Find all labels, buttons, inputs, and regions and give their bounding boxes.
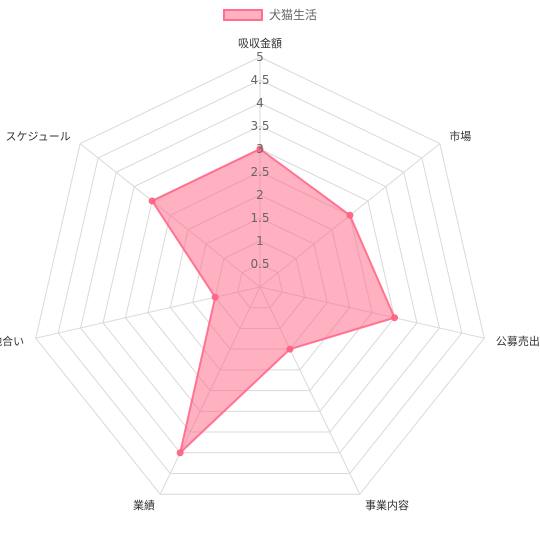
tick-label: 1 bbox=[256, 234, 264, 248]
legend-swatch bbox=[222, 8, 263, 21]
tick-label: 1.5 bbox=[250, 211, 269, 225]
tick-label: 3.5 bbox=[250, 119, 269, 133]
tick-label: 0.5 bbox=[250, 257, 269, 271]
category-label: 公募売出比 bbox=[496, 334, 540, 348]
tick-label: 4 bbox=[256, 96, 264, 110]
legend-label: 犬猫生活 bbox=[268, 8, 317, 22]
data-point bbox=[176, 449, 184, 457]
series-area bbox=[150, 147, 396, 456]
category-label: 吸収金額 bbox=[238, 36, 282, 50]
data-point bbox=[256, 145, 264, 153]
data-point bbox=[391, 314, 399, 322]
grid-ring bbox=[35, 56, 485, 495]
tick-label: 4.5 bbox=[250, 73, 269, 87]
grid-ring bbox=[102, 125, 418, 433]
data-point bbox=[346, 211, 354, 219]
tick-label: 2.5 bbox=[250, 165, 269, 179]
category-label: 事業内容 bbox=[365, 498, 409, 512]
tick-label: 2 bbox=[256, 188, 264, 202]
data-point bbox=[148, 197, 156, 205]
category-label: 市場 bbox=[449, 129, 471, 143]
grid-ring bbox=[57, 79, 463, 475]
data-point bbox=[286, 345, 294, 353]
grid-ring bbox=[124, 148, 396, 412]
tick-label: 5 bbox=[256, 50, 264, 64]
chart-legend[interactable]: 犬猫生活 bbox=[0, 6, 540, 23]
category-label: 地合い bbox=[0, 334, 24, 348]
data-point bbox=[211, 293, 219, 301]
category-label: 業績 bbox=[133, 498, 155, 512]
category-label: スケジュール bbox=[6, 130, 71, 143]
grid-ring bbox=[80, 102, 440, 454]
tick-label: 3 bbox=[256, 142, 264, 156]
